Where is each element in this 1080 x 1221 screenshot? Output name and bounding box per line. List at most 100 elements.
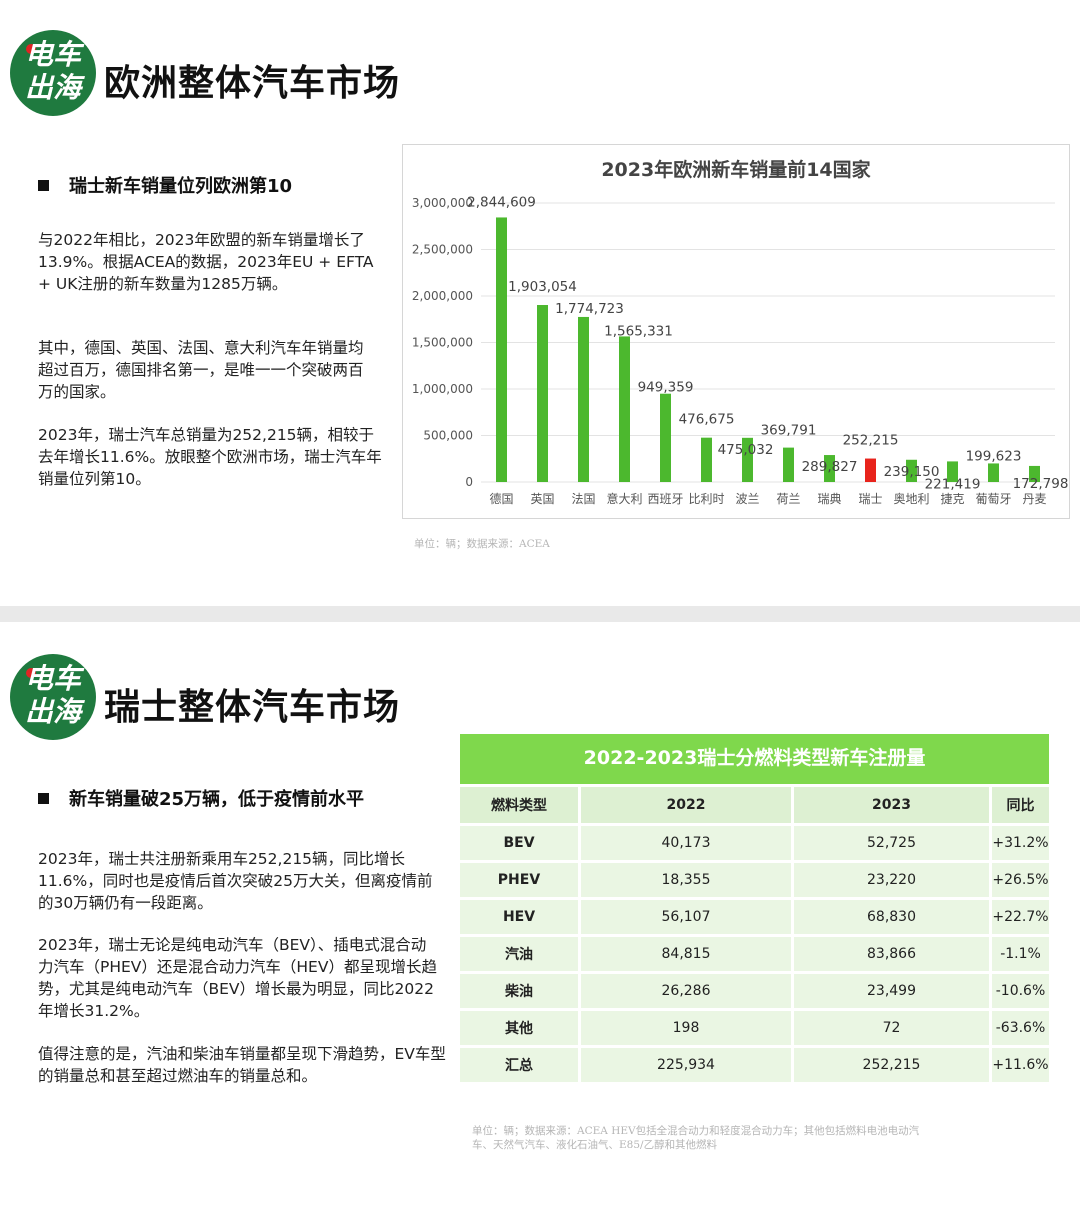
- sales-chart: 2023年欧洲新车销量前14国家 0 500,000 1,000,000 1,500,…: [402, 144, 1070, 519]
- cell-2022: 18,355: [578, 863, 791, 897]
- fuel-type-table: 2022-2023瑞士分燃料类型新车注册量 燃料类型 2022 2023 同比 …: [460, 734, 1049, 1085]
- paragraph-2: 2023年，瑞士无论是纯电动汽车（BEV）、插电式混合动力汽车（PHEV）还是混…: [38, 936, 437, 1020]
- bullet-text: 瑞士新车销量位列欧洲第10: [69, 176, 293, 197]
- chart-svg: 2023年欧洲新车销量前14国家 0 500,000 1,000,000 1,500,…: [412, 158, 1069, 506]
- bullet-heading: 新车销量破25万辆，低于疫情前水平: [38, 785, 364, 811]
- x-tick-label: 西班牙: [647, 492, 683, 506]
- logo-text-bottom: 出海: [24, 695, 81, 728]
- bullet-text: 新车销量破25万辆，低于疫情前水平: [69, 789, 365, 810]
- x-tick-label: 捷克: [940, 492, 964, 506]
- table-title: 2022-2023瑞士分燃料类型新车注册量: [460, 734, 1049, 784]
- bullet-square-icon: [38, 179, 49, 191]
- y-tick-label: 2,000,000: [412, 289, 473, 303]
- cell-2022: 26,286: [578, 974, 791, 1008]
- x-tick-label: 德国: [489, 491, 513, 506]
- x-tick-label: 波兰: [735, 492, 759, 506]
- data-label: 252,215: [843, 433, 899, 449]
- x-tick-label: 意大利: [606, 491, 642, 506]
- data-label: 1,774,723: [555, 301, 624, 317]
- bar: [865, 458, 876, 482]
- y-tick-label: 3,000,000: [412, 196, 473, 210]
- page-title: 瑞士整体汽车市场: [104, 687, 401, 728]
- data-label: 199,623: [966, 448, 1022, 464]
- x-tick-label: 葡萄牙: [975, 492, 1011, 506]
- x-tick-label: 瑞典: [817, 492, 841, 506]
- cell-2022: 56,107: [578, 900, 791, 934]
- cell-2023: 252,215: [791, 1048, 989, 1082]
- table-note: 单位：辆；数据来源：ACEA HEV包括全混合动力和轻度混合动力车；其他包括燃料…: [472, 1124, 1032, 1152]
- cell-yoy: -10.6%: [989, 974, 1049, 1008]
- cell-yoy: +26.5%: [989, 863, 1049, 897]
- y-tick-label: 1,000,000: [412, 382, 473, 396]
- cell-yoy: +31.2%: [989, 826, 1049, 860]
- header-2023: 2023: [791, 787, 989, 823]
- data-label: 1,903,054: [508, 279, 577, 295]
- bar: [783, 447, 794, 482]
- x-tick-label: 奥地利: [893, 492, 929, 506]
- x-tick-label: 丹麦: [1022, 492, 1046, 506]
- cell-2023: 68,830: [791, 900, 989, 934]
- logo-text-bottom: 出海: [24, 71, 81, 104]
- paragraph-1: 2023年，瑞士共注册新乘用车252,215辆，同比增长11.6%，同时也是疫情…: [38, 850, 433, 912]
- data-label: 1,565,331: [604, 323, 673, 339]
- cell-2022: 225,934: [578, 1048, 791, 1082]
- data-label: 949,359: [638, 380, 694, 396]
- bar: [988, 463, 999, 482]
- cell-2022: 84,815: [578, 937, 791, 971]
- y-tick-label: 1,500,000: [412, 336, 473, 350]
- bar: [947, 461, 958, 482]
- data-label: 289,827: [802, 459, 858, 475]
- cell-yoy: +11.6%: [989, 1048, 1049, 1082]
- chart-title: 2023年欧洲新车销量前14国家: [601, 158, 871, 181]
- y-tick-label: 500,000: [423, 429, 473, 443]
- data-label: 172,798: [1013, 476, 1069, 492]
- x-tick-label: 瑞士: [858, 492, 882, 506]
- bar: [824, 455, 835, 482]
- cell-2023: 72: [791, 1011, 989, 1045]
- cell-fuel: 其他: [460, 1011, 578, 1045]
- logo-dot-icon: [26, 668, 36, 678]
- data-label: 221,419: [925, 476, 981, 492]
- y-tick-label: 2,500,000: [412, 243, 473, 257]
- bullet-heading: 瑞士新车销量位列欧洲第10: [38, 172, 292, 198]
- data-label: 2,844,609: [467, 194, 536, 210]
- table-row: 柴油 26,286 23,499 -10.6%: [460, 974, 1049, 1008]
- bar: [1029, 465, 1040, 482]
- x-tick-label: 比利时: [688, 492, 724, 506]
- brand-logo: 电车 出海: [10, 654, 96, 740]
- table-header-row: 燃料类型 2022 2023 同比: [460, 787, 1049, 823]
- slide-europe-market: 电车 出海 欧洲整体汽车市场 瑞士新车销量位列欧洲第10 与2022年相比，20…: [0, 0, 1080, 606]
- cell-fuel: BEV: [460, 826, 578, 860]
- cell-fuel: HEV: [460, 900, 578, 934]
- cell-fuel: 柴油: [460, 974, 578, 1008]
- paragraph-3: 2023年，瑞士汽车总销量为252,215辆，相较于去年增长11.6%。放眼整个…: [38, 426, 382, 488]
- table-row: 汇总 225,934 252,215 +11.6%: [460, 1048, 1049, 1082]
- paragraph-1: 与2022年相比，2023年欧盟的新车销量增长了13.9%。根据ACEA的数据，…: [38, 231, 374, 293]
- cell-2022: 40,173: [578, 826, 791, 860]
- cell-fuel: 汇总: [460, 1048, 578, 1082]
- header-fuel: 燃料类型: [460, 787, 578, 823]
- logo-text-top: 电车: [24, 38, 81, 71]
- data-table: 燃料类型 2022 2023 同比 BEV 40,173 52,725 +31.2% …: [460, 784, 1049, 1085]
- logo-dot-icon: [26, 44, 36, 54]
- table-note-line-1: 单位：辆；数据来源：ACEA HEV包括全混合动力和轻度混合动力车；其他包括燃料…: [472, 1125, 920, 1137]
- cell-2023: 23,220: [791, 863, 989, 897]
- paragraph-3: 值得注意的是，汽油和柴油车销量都呈现下滑趋势，EV车型的销量总和甚至超过燃油车的…: [38, 1045, 446, 1085]
- brand-logo: 电车 出海: [10, 30, 96, 116]
- bar: [619, 336, 630, 482]
- bar: [906, 459, 917, 482]
- slide-swiss-market: 电车 出海 瑞士整体汽车市场 新车销量破25万辆，低于疫情前水平 2023年，瑞…: [0, 622, 1080, 1221]
- cell-2023: 23,499: [791, 974, 989, 1008]
- header-yoy: 同比: [989, 787, 1049, 823]
- header-2022: 2022: [578, 787, 791, 823]
- table-row: 汽油 84,815 83,866 -1.1%: [460, 937, 1049, 971]
- table-row: PHEV 18,355 23,220 +26.5%: [460, 863, 1049, 897]
- cell-fuel: PHEV: [460, 863, 578, 897]
- bar: [496, 217, 507, 482]
- cell-2022: 198: [578, 1011, 791, 1045]
- table-row: 其他 198 72 -63.6%: [460, 1011, 1049, 1045]
- data-label: 475,032: [718, 442, 774, 458]
- cell-fuel: 汽油: [460, 937, 578, 971]
- y-tick-label: 0: [465, 475, 473, 489]
- bar: [578, 316, 589, 482]
